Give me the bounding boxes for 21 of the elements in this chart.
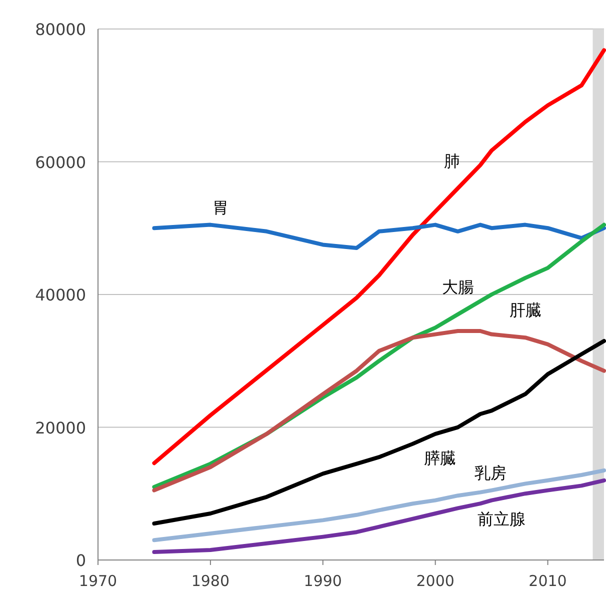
y-tick-label: 60000 bbox=[35, 152, 86, 172]
line-series bbox=[152, 48, 606, 466]
y-tick-label: 20000 bbox=[35, 418, 86, 438]
y-tick-label: 0 bbox=[76, 551, 86, 570]
line-series bbox=[152, 222, 606, 250]
x-tick-label: 2010 bbox=[528, 572, 567, 590]
series-label: 乳房 bbox=[474, 463, 506, 482]
x-tick-label: 1990 bbox=[304, 572, 342, 590]
x-tick-label: 2000 bbox=[416, 572, 454, 590]
line-series bbox=[152, 329, 606, 492]
series-label: 大腸 bbox=[442, 277, 474, 296]
series-label: 胃 bbox=[212, 198, 228, 217]
series-label: 膵臓 bbox=[424, 448, 456, 468]
y-tick-label: 80000 bbox=[35, 20, 86, 39]
line-series bbox=[152, 339, 606, 526]
y-tick-label: 40000 bbox=[35, 286, 86, 304]
x-tick-label: 1970 bbox=[78, 572, 118, 590]
series-label: 肝臓 bbox=[509, 300, 542, 320]
series-label: 肺 bbox=[444, 151, 460, 170]
series-label: 前立腺 bbox=[478, 509, 526, 528]
x-tick-label: 1980 bbox=[191, 572, 230, 590]
